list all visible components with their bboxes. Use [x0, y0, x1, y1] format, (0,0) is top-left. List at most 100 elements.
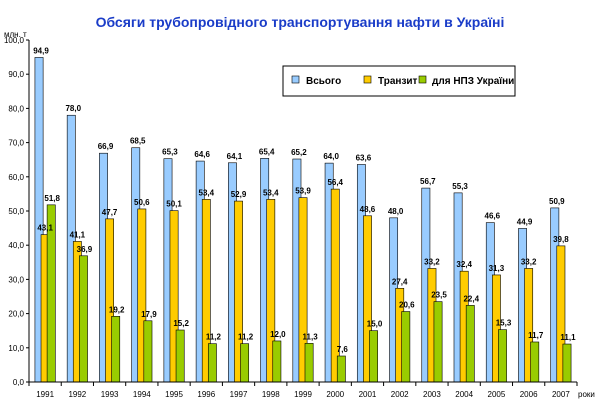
data-label: 31,3 [489, 264, 505, 273]
x-axis-categories: 1991 1992 1993 1994 1995 1996 1997 1998 1999 2000… [28, 382, 578, 399]
bar-refineries [175, 329, 185, 383]
data-label: 11,2 [206, 333, 222, 342]
data-label: 7,6 [337, 345, 349, 354]
data-label: 63,6 [356, 153, 372, 162]
y-tick-label: 10,0 [8, 344, 24, 353]
bar-refineries [304, 343, 314, 383]
data-label: 68,5 [130, 137, 146, 146]
y-tick-label: 40,0 [8, 241, 24, 250]
bar-refineries [240, 343, 250, 383]
data-label: 23,5 [431, 291, 447, 300]
y-tick-label: 20,0 [8, 310, 24, 319]
y-tick-label: 60,0 [8, 173, 24, 182]
x-tick-label: 2007 [552, 390, 570, 399]
data-label: 27,4 [392, 277, 408, 286]
legend-label-refineries: для НПЗ України [432, 76, 514, 87]
data-label: 64,0 [323, 152, 339, 161]
bar-refineries [336, 355, 346, 383]
y-tick-label: 50,0 [8, 207, 24, 216]
bar-refineries [433, 301, 443, 383]
data-label: 47,7 [102, 208, 118, 217]
y-axis-label: млн. т [4, 30, 27, 39]
x-tick-label: 2001 [359, 390, 377, 399]
legend-swatch-total [291, 75, 300, 84]
data-label: 32,4 [456, 260, 472, 269]
y-tick-label: 30,0 [8, 275, 24, 284]
data-label: 78,0 [65, 104, 81, 113]
y-tick-label: 70,0 [8, 139, 24, 148]
x-tick-label: 1995 [165, 390, 183, 399]
data-label: 41,1 [70, 230, 86, 239]
data-label: 50,9 [549, 197, 565, 206]
legend-swatch-refineries [418, 75, 427, 84]
chart-title: Обсяги трубопровідного транспортування н… [96, 14, 505, 30]
data-label: 53,4 [263, 188, 279, 197]
data-label: 66,9 [98, 142, 114, 151]
data-label: 65,4 [259, 147, 275, 156]
data-label: 56,7 [420, 177, 436, 186]
data-label: 11,3 [303, 332, 319, 341]
legend: Всього Транзит для НПЗ України [282, 65, 516, 97]
data-label: 15,0 [367, 320, 383, 329]
bar-refineries [498, 329, 507, 383]
data-label: 39,8 [553, 235, 569, 244]
data-label: 43,1 [37, 224, 53, 233]
x-tick-label: 1996 [197, 390, 215, 399]
data-label: 65,3 [162, 148, 178, 157]
bar-refineries [562, 343, 572, 383]
y-tick-label: 90,0 [8, 70, 24, 79]
y-tick-label: 80,0 [8, 104, 24, 113]
data-label: 15,2 [173, 319, 189, 328]
x-tick-label: 1998 [262, 390, 280, 399]
bar-refineries [369, 330, 378, 383]
x-tick-label: 2006 [520, 390, 538, 399]
data-label: 52,9 [231, 190, 247, 199]
data-label: 50,6 [134, 198, 150, 207]
x-tick-label: 1993 [101, 390, 119, 399]
x-tick-label: 2003 [423, 390, 441, 399]
data-label: 65,2 [291, 148, 307, 157]
data-label: 11,2 [238, 333, 254, 342]
bar-refineries [143, 320, 153, 383]
data-label: 53,9 [295, 187, 311, 196]
data-labels: 94,9 78,0 66,9 68,5 65,3 64,6 64,1 65,4 65,2 64,0… [33, 46, 576, 354]
bar-refineries [79, 255, 88, 383]
data-label: 22,4 [463, 294, 479, 303]
data-label: 64,6 [194, 150, 210, 159]
bar-marks [34, 57, 572, 383]
data-label: 33,2 [521, 257, 537, 266]
data-label: 50,1 [166, 200, 182, 209]
x-tick-label: 1994 [133, 390, 151, 399]
data-label: 56,4 [327, 178, 343, 187]
data-label: 19,2 [109, 305, 125, 314]
x-tick-label: 1999 [294, 390, 312, 399]
x-tick-label: 1992 [68, 390, 86, 399]
y-axis-ticks: 0,0 10,0 20,0 30,0 40,0 50,0 60,0 70,0 80,0 90,0 1… [4, 36, 29, 387]
data-label: 11,7 [528, 331, 544, 340]
data-label: 46,6 [485, 212, 501, 221]
data-label: 48,0 [388, 207, 404, 216]
data-label: 15,3 [496, 319, 512, 328]
data-label: 55,3 [452, 182, 468, 191]
data-label: 44,9 [517, 217, 533, 226]
data-label: 51,8 [44, 194, 60, 203]
data-label: 17,9 [141, 310, 157, 319]
legend-swatch-transit [363, 75, 372, 84]
bar-refineries [401, 311, 411, 383]
x-tick-label: 2000 [326, 390, 344, 399]
x-tick-label: 1991 [36, 390, 54, 399]
x-tick-label: 2005 [488, 390, 506, 399]
bar-refineries [272, 340, 282, 383]
data-label: 20,6 [399, 301, 415, 310]
legend-box [282, 65, 516, 97]
bar-refineries [111, 316, 121, 383]
data-label: 64,1 [227, 152, 243, 161]
x-tick-label: 2002 [391, 390, 409, 399]
bar-refineries [530, 341, 540, 383]
legend-label-total: Всього [306, 76, 341, 87]
data-label: 11,1 [560, 333, 576, 342]
data-label: 36,9 [77, 245, 93, 254]
x-axis-label: роки [578, 390, 595, 399]
